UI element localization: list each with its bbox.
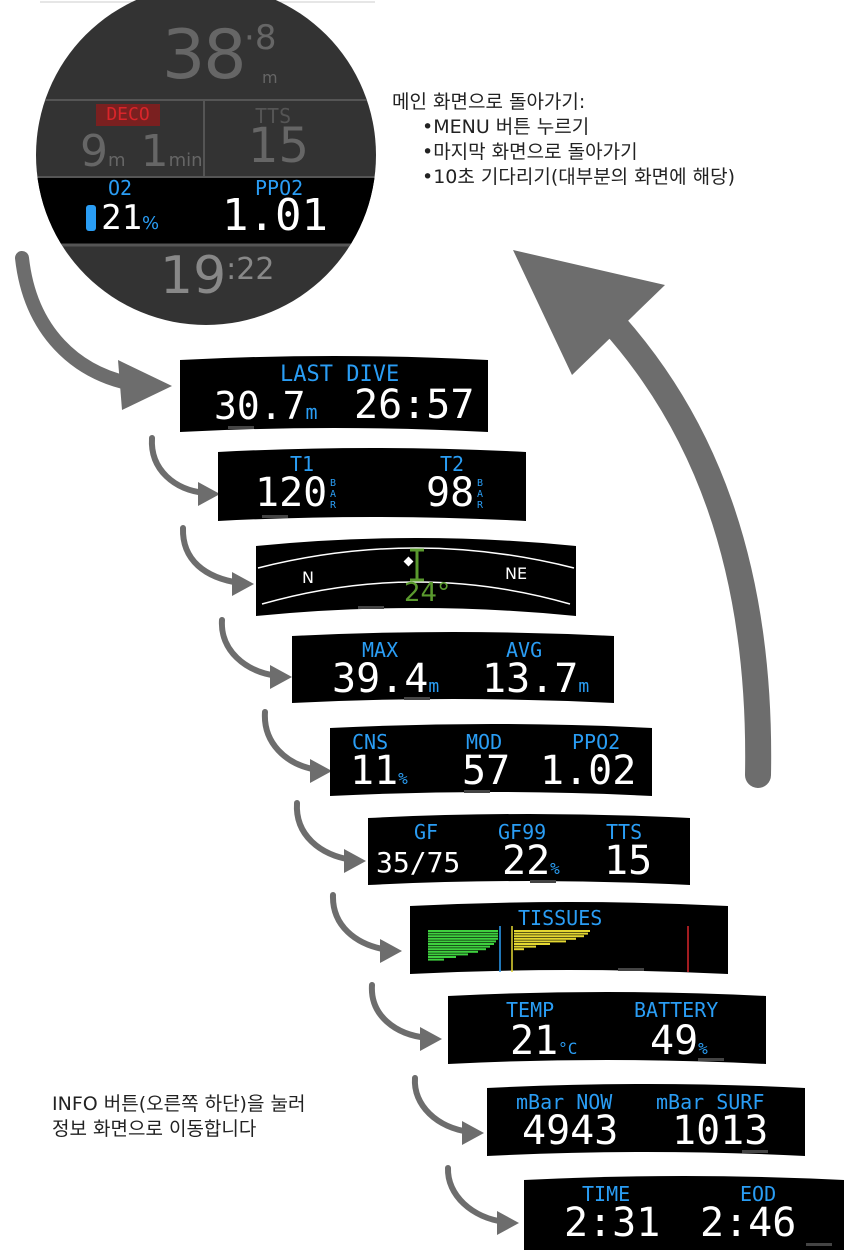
ppo2-value-2: 1.02 — [540, 748, 636, 794]
o2-label: O2 — [108, 176, 132, 200]
arrow-head-pressure — [462, 1121, 484, 1145]
max-value: 39.4m — [332, 656, 439, 702]
return-note: 메인 화면으로 돌아가기: •MENU 버튼 누르기 •마지막 화면으로 돌아가… — [392, 90, 735, 190]
tissue-bar — [428, 933, 498, 935]
info-note-line: INFO 버튼(오른쪽 하단)을 눌러 — [52, 1092, 305, 1117]
tissue-bar — [428, 943, 494, 945]
tissue-bar-loading — [514, 946, 536, 948]
arrow-head-environment — [420, 1027, 442, 1051]
arrow-head-last-dive — [118, 360, 172, 410]
tissue-bar — [428, 946, 490, 948]
arrow-head-oxygen — [310, 759, 332, 783]
avg-value: 13.7m — [482, 656, 589, 702]
eod-value: 2:46 — [700, 1200, 796, 1246]
tissue-bar-loading — [514, 943, 550, 945]
mod-value: 57 — [462, 748, 510, 794]
arrow-to-tanks — [152, 438, 205, 493]
compass-right-label: NE — [505, 564, 527, 583]
t1-unit: BAR — [330, 478, 340, 511]
info-note: INFO 버튼(오른쪽 하단)을 눌러 정보 화면으로 이동합니다 — [52, 1092, 305, 1142]
gf99-value: 22% — [502, 838, 560, 884]
arrow-to-time — [448, 1168, 505, 1222]
tissue-bar — [428, 956, 456, 958]
return-note-item: •마지막 화면으로 돌아가기 — [392, 140, 735, 165]
last-dive-depth: 30.7m — [214, 384, 318, 428]
tissue-bar-loading — [514, 935, 584, 937]
arrow-head-compass — [232, 572, 254, 596]
compass-left-label: N — [302, 568, 314, 587]
t2-unit: BAR — [477, 478, 487, 511]
arrow-head-gradient — [344, 849, 366, 873]
last-dive-time: 26:57 — [354, 382, 474, 428]
t2-value: 98 — [426, 470, 474, 516]
mbar-surf-value: 1013 — [672, 1108, 768, 1154]
o2-reading: 21% — [86, 198, 159, 238]
tissue-bar — [428, 951, 478, 953]
arrow-head-tissues — [380, 939, 402, 963]
tissue-bar-loading — [514, 933, 588, 935]
clock: 19:22 — [160, 246, 274, 306]
battery-value: 49% — [650, 1018, 708, 1064]
arrow-head-time — [497, 1211, 519, 1235]
tissue-bar — [428, 953, 468, 955]
arrow-to-compass — [183, 528, 240, 583]
arrow-to-depth-stats — [222, 620, 278, 676]
deco-label: DECO — [96, 104, 160, 126]
tissues-label: TISSUES — [518, 906, 602, 930]
arrow-head-tanks — [198, 482, 220, 506]
tissue-bar — [428, 938, 498, 940]
depth-unit: m — [262, 68, 278, 87]
tissue-bar — [428, 959, 444, 961]
arrow-head-depth-stats — [270, 665, 292, 689]
depth-value: 38 — [162, 16, 245, 96]
tissue-bar — [428, 948, 486, 950]
arrow-to-environment — [372, 985, 428, 1038]
gf-label: GF — [414, 820, 438, 844]
ppo2-value: 1.01 — [222, 190, 328, 241]
t1-value: 120 — [255, 470, 327, 516]
temp-value: 21°C — [510, 1018, 577, 1064]
mbar-now-value: 4943 — [522, 1108, 618, 1154]
tissue-bar-loading — [514, 948, 524, 950]
return-note-item: •10초 기다리기(대부분의 화면에 해당) — [392, 165, 735, 190]
cns-value: 11% — [350, 748, 408, 794]
tank-icon — [86, 205, 96, 231]
tts-value-2: 15 — [604, 838, 652, 884]
time-value: 2:31 — [564, 1200, 660, 1246]
screen-environment-bg — [448, 992, 766, 1064]
gf-value: 35/75 — [376, 846, 460, 879]
return-arrow-arc — [612, 322, 758, 775]
tissue-bar-loading — [514, 930, 590, 932]
tissue-bar-loading — [514, 940, 566, 942]
info-note-line: 정보 화면으로 이동합니다 — [52, 1117, 305, 1142]
deco-stop: 9m 1min — [80, 126, 203, 177]
tissue-bar-loading — [514, 938, 576, 940]
main-depth: 38 ·8 m — [162, 16, 282, 96]
tissue-bar — [428, 935, 498, 937]
depth-decimal: ·8 — [244, 18, 276, 58]
arrow-to-gradient — [297, 803, 352, 860]
return-note-item: •MENU 버튼 누르기 — [392, 115, 735, 140]
tissue-bar — [428, 930, 498, 932]
compass-heading: 24° — [404, 578, 450, 608]
return-note-title: 메인 화면으로 돌아가기: — [392, 90, 735, 115]
tissue-bar — [428, 940, 496, 942]
tts-value: 15 — [248, 118, 309, 174]
arrow-to-pressure — [415, 1078, 470, 1132]
arrow-to-tissues — [333, 895, 388, 950]
